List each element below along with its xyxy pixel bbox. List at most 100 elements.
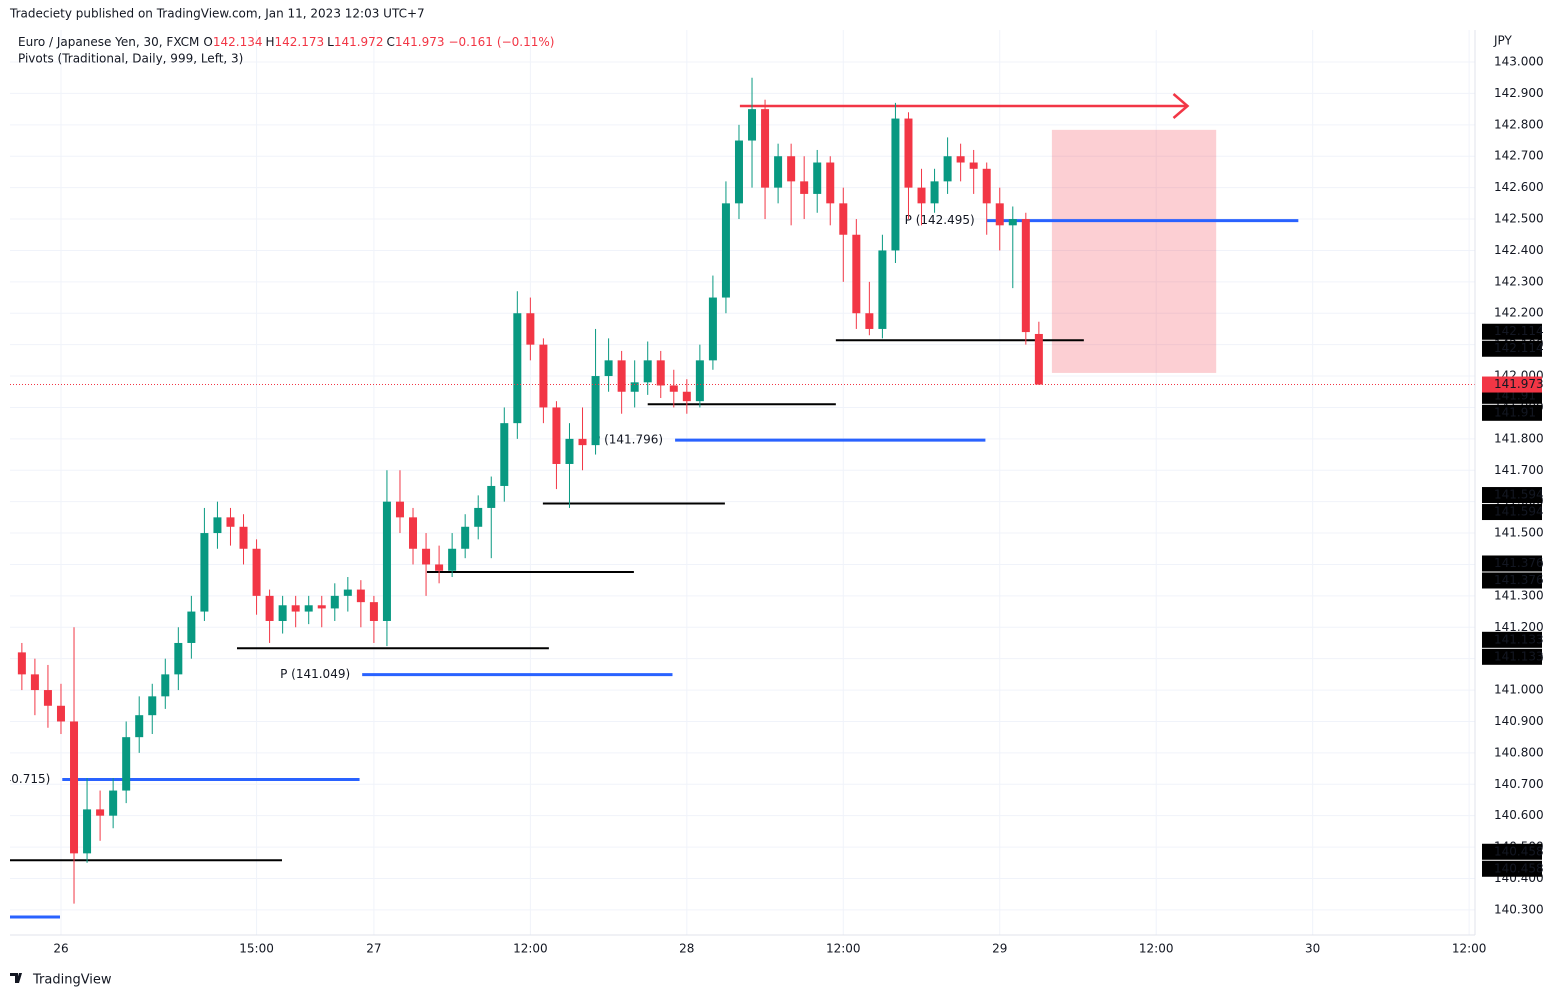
level-axis-label: 141.133 xyxy=(1494,649,1544,663)
y-tick-label: 140.800 xyxy=(1494,745,1544,759)
publish-header: Tradeciety published on TradingView.com,… xyxy=(9,7,425,21)
candle-body xyxy=(643,360,652,383)
candle-body xyxy=(708,297,717,361)
candle-body xyxy=(474,507,483,527)
candle-body xyxy=(721,203,730,298)
candle-body xyxy=(382,501,391,621)
y-tick-label: 142.400 xyxy=(1494,243,1544,257)
candle-body xyxy=(774,156,783,188)
y-tick-label: 141.500 xyxy=(1494,526,1544,540)
y-tick-label: 142.700 xyxy=(1494,149,1544,163)
candle-body xyxy=(83,809,92,854)
footer-brand: TradingView xyxy=(32,973,112,988)
candle-body xyxy=(943,156,952,182)
level-axis-box xyxy=(1482,487,1542,504)
y-tick-label: 140.700 xyxy=(1494,777,1544,791)
candle-body xyxy=(552,407,561,464)
currency-label: JPY xyxy=(1493,34,1513,48)
candle-body xyxy=(630,382,639,392)
target-zone xyxy=(1051,129,1217,373)
candle-body xyxy=(1034,333,1043,385)
candle-body xyxy=(865,313,874,329)
level-axis-label: 141.594 xyxy=(1494,488,1544,502)
change-value: −0.161 xyxy=(448,35,492,49)
x-tick-label: 29 xyxy=(992,942,1007,956)
y-tick-label: 140.300 xyxy=(1494,902,1544,916)
candle-body xyxy=(187,611,196,643)
ohlc-value: 142.173 xyxy=(275,35,325,49)
candle-body xyxy=(278,605,287,621)
y-tick-label: 140.900 xyxy=(1494,714,1544,728)
x-tick-label: 12:00 xyxy=(1139,942,1174,956)
candle-body xyxy=(826,162,835,204)
candle-body xyxy=(604,360,613,377)
candle-body xyxy=(787,156,796,182)
y-tick-label: 142.500 xyxy=(1494,212,1544,226)
level-axis-box xyxy=(1482,648,1542,665)
candle-body xyxy=(239,526,248,549)
y-tick-label: 142.300 xyxy=(1494,274,1544,288)
y-tick-label: 141.800 xyxy=(1494,431,1544,445)
ohlc-value: 141.973 xyxy=(395,35,445,49)
arrow-head xyxy=(1172,93,1190,119)
candle-body xyxy=(435,564,444,571)
y-tick-label: 140.600 xyxy=(1494,808,1544,822)
y-tick-label: 142.600 xyxy=(1494,180,1544,194)
candle-body xyxy=(995,203,1004,226)
candle-body xyxy=(330,595,339,609)
change-percent: (−0.11%) xyxy=(497,35,555,49)
candle-body xyxy=(448,548,457,571)
last-price-box xyxy=(1482,376,1542,393)
candle-body xyxy=(200,533,209,612)
symbol-name: Euro / Japanese Yen, 30, FXCM xyxy=(18,35,199,49)
candle-body xyxy=(252,548,261,596)
ohlc-value: 142.134 xyxy=(213,35,263,49)
candle-body xyxy=(813,162,822,194)
candle-body xyxy=(956,156,965,163)
candle-body xyxy=(174,642,183,675)
y-tick-label: 143.000 xyxy=(1494,55,1544,69)
level-axis-box xyxy=(1482,555,1542,572)
y-tick-label: 141.200 xyxy=(1494,620,1544,634)
level-axis-label: 142.114 xyxy=(1494,324,1544,338)
y-tick-label: 141.700 xyxy=(1494,463,1544,477)
level-axis-label: 140.458 xyxy=(1494,861,1544,875)
candle-body xyxy=(148,696,157,716)
x-tick-label: 26 xyxy=(53,942,68,956)
candle-body xyxy=(891,118,900,251)
candle-body xyxy=(265,595,274,621)
candle-body xyxy=(682,391,691,402)
candle-body xyxy=(161,674,170,697)
pivot-label: P (142.495) xyxy=(905,213,975,227)
candle-body xyxy=(839,203,848,235)
candle-body xyxy=(982,168,991,204)
candle-body xyxy=(800,181,809,194)
candle-body xyxy=(761,109,770,188)
level-axis-label: 141.376 xyxy=(1494,573,1544,587)
level-axis-label: 140.458 xyxy=(1494,844,1544,858)
level-axis-label: 141.133 xyxy=(1494,632,1544,646)
candle-body xyxy=(30,674,39,691)
candle-body xyxy=(122,737,131,791)
level-axis-box xyxy=(1482,504,1542,521)
level-axis-box xyxy=(1482,404,1542,421)
candle-body xyxy=(578,438,587,446)
candle-body xyxy=(591,376,600,446)
candle-body xyxy=(539,344,548,408)
level-axis-box xyxy=(1482,323,1542,340)
symbol-legend: Euro / Japanese Yen, 30, FXCM O142.134 H14… xyxy=(18,35,554,49)
y-tick-label: 142.900 xyxy=(1494,86,1544,100)
y-tick-label: 142.800 xyxy=(1494,117,1544,131)
candle-body xyxy=(317,605,326,609)
plot-area: 40.715) P (141.049) P (141.796) P (142.495) xyxy=(10,77,1475,904)
candle-body xyxy=(343,589,352,596)
candle-body xyxy=(487,485,496,508)
candle-body xyxy=(395,501,404,518)
candle-body xyxy=(526,313,535,345)
x-tick-label: 12:00 xyxy=(1452,942,1487,956)
candle-body xyxy=(409,517,418,549)
ohlc-value: 141.972 xyxy=(334,35,384,49)
candle-body xyxy=(304,605,313,612)
